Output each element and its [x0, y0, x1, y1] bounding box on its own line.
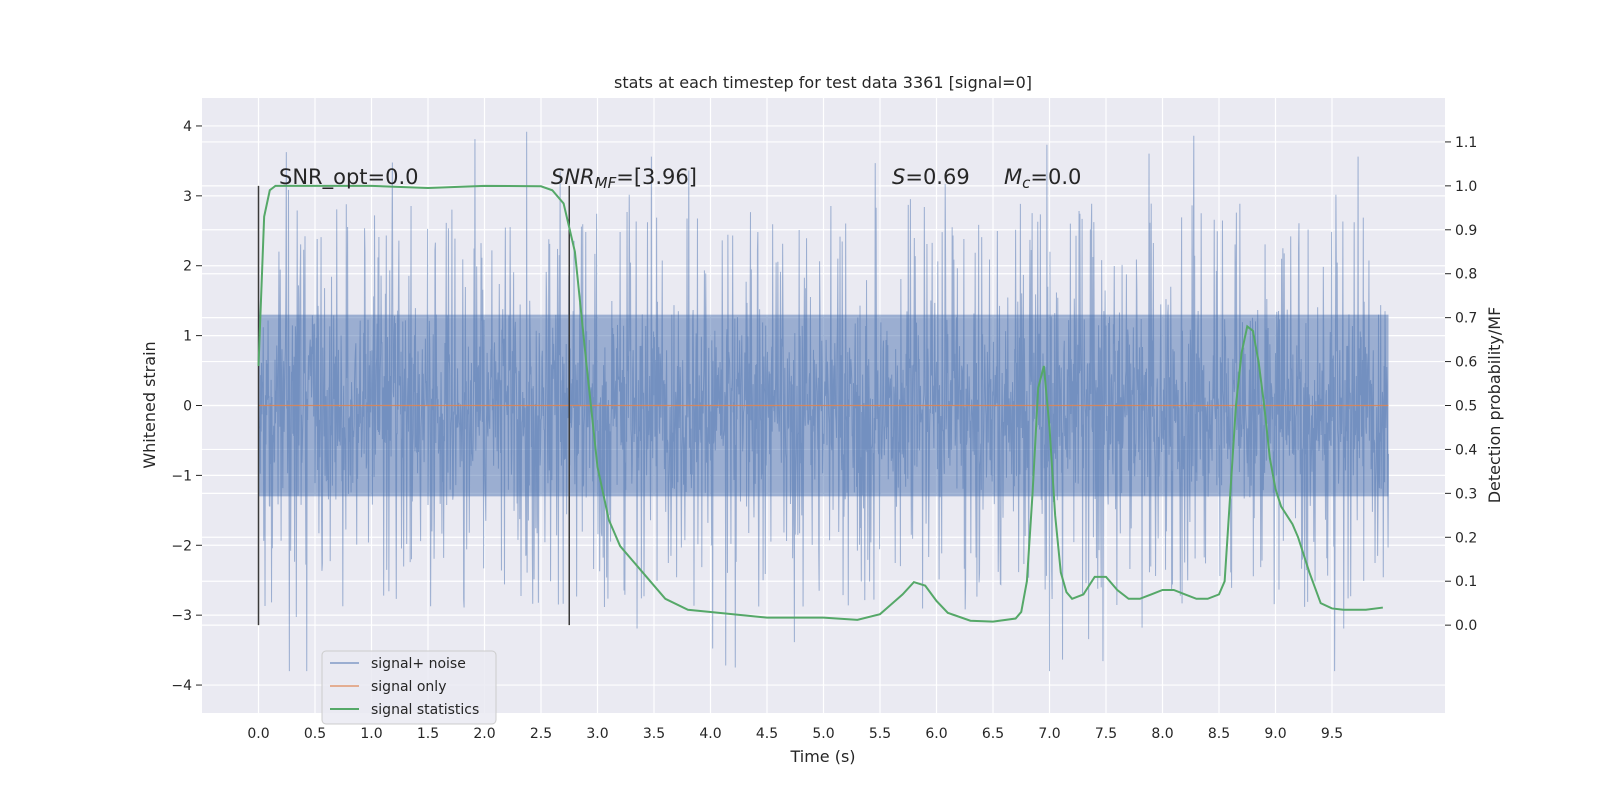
right-y-axis-ticks: 0.0 0.1 0.2 0.3 0.4 0.5 0.6 0.7 0.8 0.9 1.0 1.1 — [1445, 135, 1477, 634]
mc-symbol: M — [1004, 165, 1022, 189]
x-tick-label: 9.0 — [1264, 726, 1286, 742]
signal-statistics-line — [257, 184, 1383, 623]
legend-label-statistics: signal statistics — [371, 702, 479, 718]
x-tick-label: 5.0 — [812, 726, 834, 742]
right-y-tick-label: 0.7 — [1455, 311, 1477, 327]
x-tick-label: 4.5 — [756, 726, 778, 742]
legend-label-noise: signal+ noise — [371, 656, 466, 672]
left-y-axis-label: Whitened strain — [140, 341, 159, 468]
right-y-tick-label: 0.4 — [1455, 442, 1477, 458]
x-tick-label: 7.0 — [1038, 726, 1060, 742]
x-tick-label: 3.0 — [586, 726, 608, 742]
x-tick-label: 2.0 — [473, 726, 495, 742]
left-y-tick-label: −2 — [171, 538, 192, 554]
left-y-tick-label: 1 — [183, 329, 192, 345]
x-tick-label: 0.0 — [247, 726, 269, 742]
right-y-tick-label: 0.5 — [1455, 399, 1477, 415]
x-tick-label: 8.0 — [1151, 726, 1173, 742]
right-y-tick-label: 0.0 — [1455, 618, 1477, 634]
snr-mf-value: =[3.96] — [616, 165, 697, 189]
left-y-tick-label: −4 — [171, 678, 192, 694]
left-y-tick-label: −3 — [171, 608, 192, 624]
mc-subscript: c — [1022, 174, 1031, 192]
right-y-tick-label: 0.8 — [1455, 267, 1477, 283]
x-tick-label: 1.0 — [360, 726, 382, 742]
x-tick-label: 0.5 — [304, 726, 326, 742]
legend-label-signal-only: signal only — [371, 679, 446, 695]
snr-mf-subscript: MF — [595, 174, 617, 192]
x-tick-label: 6.5 — [982, 726, 1004, 742]
mc-annotation: Mc=0.0 — [1004, 165, 1081, 192]
right-y-tick-label: 0.1 — [1455, 574, 1477, 590]
x-tick-label: 1.5 — [417, 726, 439, 742]
chart-title: stats at each timestep for test data 336… — [614, 73, 1032, 92]
x-tick-label: 3.5 — [643, 726, 665, 742]
x-tick-label: 6.0 — [925, 726, 947, 742]
s-annotation: S=0.69 — [892, 165, 970, 189]
right-y-tick-label: 0.3 — [1455, 486, 1477, 502]
right-y-tick-label: 0.6 — [1455, 355, 1477, 371]
legend: signal+ noise signal only signal statist… — [321, 650, 497, 725]
x-axis-label: Time (s) — [789, 747, 855, 766]
right-y-tick-label: 0.2 — [1455, 530, 1477, 546]
right-y-tick-label: 1.1 — [1455, 135, 1477, 151]
left-y-tick-label: 4 — [183, 119, 192, 135]
s-symbol: S — [892, 165, 905, 189]
left-y-axis-ticks: −4 −3 −2 −1 0 1 2 3 4 — [171, 119, 202, 694]
left-y-tick-label: 3 — [183, 189, 192, 205]
vertical-markers — [257, 185, 570, 626]
snr-mf-symbol: SNR — [551, 165, 595, 189]
s-value: =0.69 — [905, 165, 969, 189]
legend-box — [321, 650, 497, 725]
right-y-tick-label: 0.9 — [1455, 223, 1477, 239]
x-tick-label: 9.5 — [1321, 726, 1343, 742]
x-tick-label: 4.0 — [699, 726, 721, 742]
right-y-tick-label: 1.0 — [1455, 179, 1477, 195]
noise-trace — [258, 131, 1389, 672]
x-axis-ticks: 0.0 0.5 1.0 1.5 2.0 2.5 3.0 3.5 4.0 4.5 5.0 5.5 6.0 6… — [247, 726, 1343, 742]
left-y-tick-label: 2 — [183, 259, 192, 275]
right-y-axis-label: Detection probability/MF — [1485, 307, 1504, 504]
snr-mf-annotation: SNRMF=[3.96] — [551, 165, 697, 192]
mc-value: =0.0 — [1030, 165, 1081, 189]
x-tick-label: 2.5 — [530, 726, 552, 742]
left-y-tick-label: 0 — [183, 399, 192, 415]
snr-opt-annotation: SNR_opt=0.0 — [279, 165, 419, 190]
x-tick-label: 8.5 — [1208, 726, 1230, 742]
x-tick-label: 5.5 — [869, 726, 891, 742]
left-y-tick-label: −1 — [171, 468, 192, 484]
x-tick-label: 7.5 — [1095, 726, 1117, 742]
